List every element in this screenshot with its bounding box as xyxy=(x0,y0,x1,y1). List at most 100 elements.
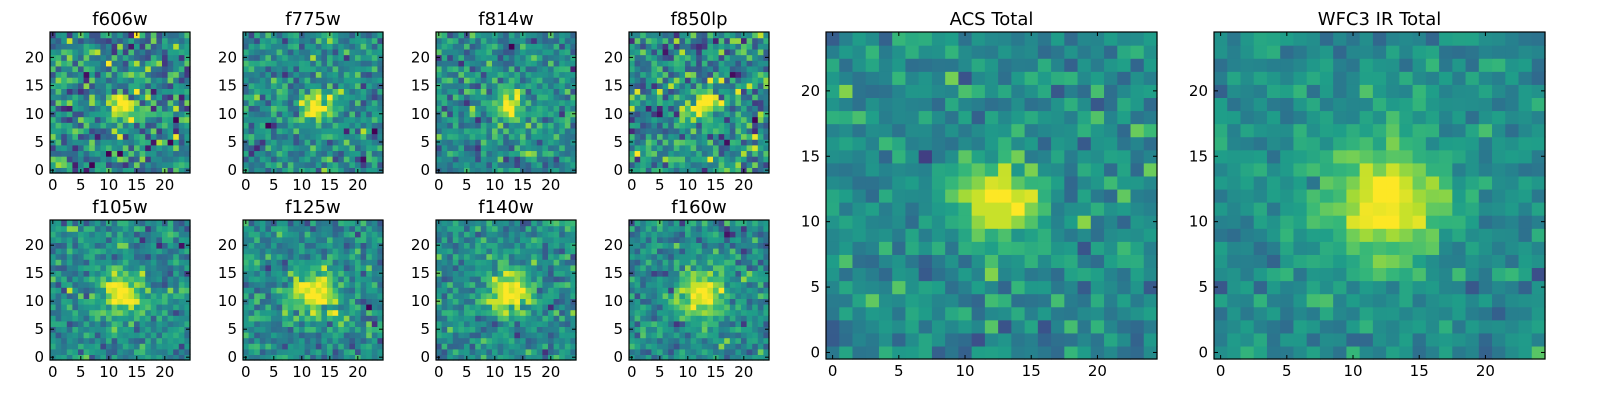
heatmap-cell xyxy=(905,124,919,138)
heatmap-cell xyxy=(520,156,526,162)
heatmap-cell xyxy=(713,134,719,140)
heatmap-cell xyxy=(123,276,129,282)
heatmap-cell xyxy=(1064,346,1078,360)
heatmap-cell xyxy=(265,32,271,38)
heatmap-cell xyxy=(1038,163,1052,177)
heatmap-cell xyxy=(372,134,378,140)
heatmap-cell xyxy=(316,60,322,66)
heatmap-cell xyxy=(826,189,840,203)
heatmap-cell xyxy=(117,66,123,72)
heatmap-cell xyxy=(436,315,442,321)
heatmap-cell xyxy=(464,310,470,316)
heatmap-cell xyxy=(316,32,322,38)
heatmap-cell xyxy=(333,134,339,140)
heatmap-cell xyxy=(95,332,101,338)
heatmap-cell xyxy=(565,55,571,61)
heatmap-cell xyxy=(537,298,543,304)
heatmap-cell xyxy=(299,315,305,321)
heatmap-cell xyxy=(559,321,565,327)
heatmap-cell xyxy=(945,189,959,203)
heatmap-cell xyxy=(554,38,560,44)
heatmap-cell xyxy=(277,122,283,128)
heatmap-cell xyxy=(106,343,112,349)
heatmap-cell xyxy=(327,55,333,61)
heatmap-cell xyxy=(1064,163,1078,177)
heatmap-cell xyxy=(565,105,571,111)
heatmap-cell xyxy=(288,156,294,162)
heatmap-cell xyxy=(265,310,271,316)
heatmap-cell xyxy=(719,43,725,49)
heatmap-cell xyxy=(327,338,333,344)
heatmap-cell xyxy=(879,163,893,177)
heatmap-cell xyxy=(945,58,959,72)
heatmap-cell xyxy=(260,77,266,83)
heatmap-cell xyxy=(123,83,129,89)
heatmap-cell xyxy=(95,111,101,117)
heatmap-cell xyxy=(162,66,168,72)
heatmap-cell xyxy=(905,294,919,308)
heatmap-cell xyxy=(134,77,140,83)
heatmap-cell xyxy=(123,315,129,321)
heatmap-cell xyxy=(50,332,56,338)
x-tick-label: 20 xyxy=(155,176,174,194)
heatmap-cell xyxy=(839,71,853,85)
heatmap-cell xyxy=(657,43,663,49)
heatmap-cell xyxy=(646,134,652,140)
heatmap-cell xyxy=(514,111,520,117)
heatmap-cell xyxy=(985,176,999,190)
heatmap-cell xyxy=(355,287,361,293)
heatmap-cell xyxy=(100,310,106,316)
heatmap-cell xyxy=(156,38,162,44)
heatmap-cell xyxy=(84,349,90,355)
heatmap-cell xyxy=(475,94,481,100)
heatmap-cell xyxy=(78,122,84,128)
heatmap-cell xyxy=(145,343,151,349)
heatmap-cell xyxy=(112,32,118,38)
heatmap-cell xyxy=(173,88,179,94)
heatmap-cell xyxy=(436,128,442,134)
heatmap-cell xyxy=(156,150,162,156)
heatmap-cell xyxy=(919,150,933,164)
heatmap-cell xyxy=(475,83,481,89)
heatmap-cell xyxy=(526,128,532,134)
heatmap-cell xyxy=(537,293,543,299)
heatmap-cell xyxy=(629,128,635,134)
heatmap-cell xyxy=(67,338,73,344)
heatmap-cell xyxy=(470,276,476,282)
heatmap-cell xyxy=(254,326,260,332)
heatmap-cell xyxy=(277,343,283,349)
heatmap-cell xyxy=(542,49,548,55)
heatmap-cell xyxy=(316,231,322,237)
heatmap-cell xyxy=(349,94,355,100)
heatmap-cell xyxy=(100,259,106,265)
heatmap-cell xyxy=(117,270,123,276)
heatmap-cell xyxy=(156,94,162,100)
heatmap-cell xyxy=(730,60,736,66)
heatmap-cell xyxy=(349,43,355,49)
heatmap-cell xyxy=(730,83,736,89)
heatmap-cell xyxy=(50,226,56,232)
heatmap-cell xyxy=(1131,97,1145,111)
heatmap-cell xyxy=(905,137,919,151)
heatmap-cell xyxy=(179,287,185,293)
heatmap-cell xyxy=(1131,281,1145,295)
heatmap-cell xyxy=(498,326,504,332)
heatmap-cell xyxy=(919,202,933,216)
heatmap-cell xyxy=(1091,71,1105,85)
heatmap-cell xyxy=(498,77,504,83)
heatmap-cell xyxy=(442,60,448,66)
heatmap-cell xyxy=(277,304,283,310)
heatmap-cell xyxy=(852,137,866,151)
heatmap-cell xyxy=(349,242,355,248)
heatmap-cell xyxy=(95,259,101,265)
heatmap-cell xyxy=(179,293,185,299)
heatmap-cell xyxy=(277,111,283,117)
heatmap-cell xyxy=(89,270,95,276)
heatmap-cell xyxy=(958,202,972,216)
heatmap-cell xyxy=(249,298,255,304)
heatmap-cell xyxy=(1104,176,1118,190)
heatmap-cell xyxy=(333,117,339,123)
heatmap-cell xyxy=(548,71,554,77)
heatmap-cell xyxy=(179,128,185,134)
heatmap-cell xyxy=(293,254,299,260)
